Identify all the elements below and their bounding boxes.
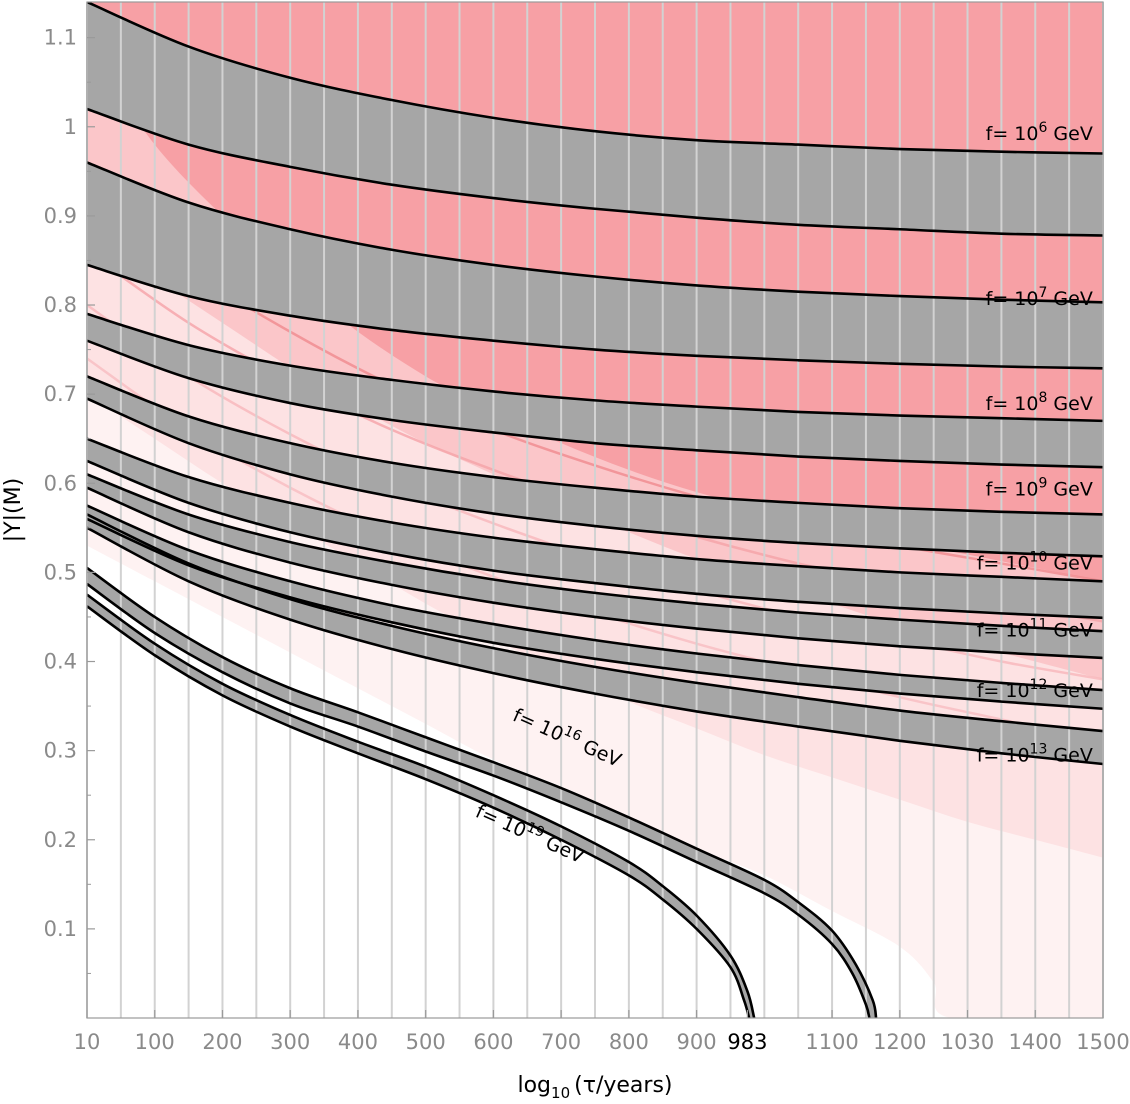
- x-axis-title: log10 (τ/years): [517, 1073, 672, 1102]
- y-tick-label: 0.1: [44, 917, 77, 941]
- y-tick-label: 1: [64, 115, 77, 139]
- band-lower-16: [87, 582, 871, 1018]
- x-tick-label: 1500: [1076, 1030, 1129, 1054]
- curve-labels: f= 106 GeV f= 107 GeV f= 108 GeV f= 109 GeV…: [472, 120, 1093, 868]
- band-lower-10: [87, 459, 1103, 620]
- band-upper-16: [87, 566, 878, 1018]
- curve-label-8: f= 108 GeV: [986, 390, 1093, 415]
- band-lower-13: [87, 526, 1103, 766]
- x-tick-label: 600: [473, 1030, 513, 1054]
- band-lower-9: [87, 397, 1103, 558]
- curve-label-9: f= 109 GeV: [986, 476, 1093, 501]
- band-fill-19: [87, 594, 755, 1018]
- band-upper-19: [87, 593, 756, 1018]
- band-fill-10: [87, 438, 1103, 618]
- x-tick-label: 983: [727, 1030, 767, 1054]
- y-tick-label: 0.4: [44, 650, 77, 674]
- x-tick-label: 100: [135, 1030, 175, 1054]
- y-tick-label: 1.1: [44, 26, 77, 50]
- band-upper-7: [87, 161, 1103, 304]
- x-tick-label: 500: [406, 1030, 446, 1054]
- y-tick-label: 0.6: [44, 471, 77, 495]
- x-tick-label: 1200: [873, 1030, 926, 1054]
- band-upper-10: [87, 437, 1103, 583]
- x-tick-label: 300: [270, 1030, 310, 1054]
- band-upper-12: [87, 504, 1103, 692]
- y-tick-label: 0.9: [44, 204, 77, 228]
- curve-label-12: f= 1012 GeV: [977, 677, 1093, 702]
- band-fill-6: [87, 2, 1103, 236]
- band-upper-11: [87, 473, 1103, 633]
- x-tick-label: 1400: [1009, 1030, 1062, 1054]
- y-tick-label: 0.5: [44, 560, 77, 584]
- curve-label-11: f= 1011 GeV: [977, 617, 1093, 642]
- axes: 0.1 0.2 0.3 0.4 0.5 0.6 0.7 0.8 0.9 1 1.1 10 100 200 3…: [44, 1, 1130, 1054]
- band-boundaries: [87, 2, 1103, 1018]
- band-upper-8: [87, 312, 1103, 423]
- y-axis-title: |Y|(M): [1, 478, 26, 542]
- band-lower-8: [87, 339, 1103, 469]
- x-tick-label: 1100: [805, 1030, 858, 1054]
- x-tick-label: 900: [677, 1030, 717, 1054]
- y-tick-label: 0.7: [44, 382, 77, 406]
- band-lower-11: [87, 486, 1103, 660]
- band-lower-6: [87, 107, 1103, 237]
- x-tick-label: 200: [202, 1030, 242, 1054]
- y-tick-label: 0.3: [44, 739, 77, 763]
- band-fill-7: [87, 162, 1103, 369]
- x-tick-label: 1030: [941, 1030, 994, 1054]
- x-tick-label: 800: [609, 1030, 649, 1054]
- y-tick-label: 0.2: [44, 828, 77, 852]
- y-tick-label: 0.8: [44, 293, 77, 317]
- x-tick-label: 10: [74, 1030, 101, 1054]
- curve-label-6: f= 106 GeV: [986, 120, 1093, 145]
- plot-frame: [86, 1, 1104, 1019]
- curve-label-7: f= 107 GeV: [986, 285, 1093, 310]
- curve-label-10: f= 1010 GeV: [977, 550, 1093, 575]
- band-upper-6: [87, 2, 1103, 155]
- band-upper-13: [87, 513, 1103, 733]
- x-tick-label: 400: [338, 1030, 378, 1054]
- band-lower-19: [87, 605, 751, 1018]
- x-tick-label: 700: [541, 1030, 581, 1054]
- band-lower-7: [87, 263, 1103, 370]
- band-upper-9: [87, 375, 1103, 516]
- band-fill-8: [87, 313, 1103, 468]
- band-fill-9: [87, 376, 1103, 557]
- curve-label-13: f= 1013 GeV: [977, 741, 1093, 766]
